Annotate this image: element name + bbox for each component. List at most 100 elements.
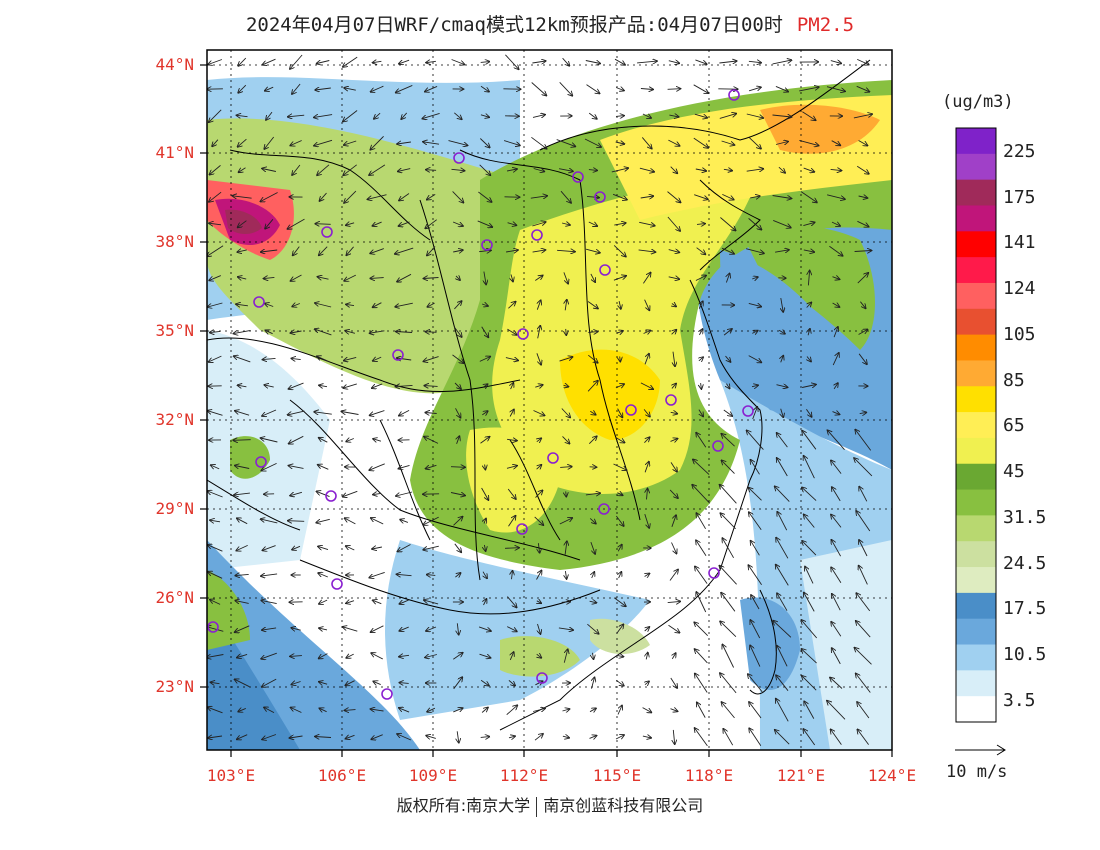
wind-arrow [695,59,706,64]
wind-arrow [801,620,818,639]
wind-arrow [830,678,843,689]
wind-arrow [802,431,817,450]
wind-arrow [482,384,488,388]
wind-arrow [566,328,567,335]
wind-arrow [694,194,708,200]
wind-arrow [639,221,655,225]
wind-arrow [638,250,656,252]
wind-arrow [831,460,842,474]
wind-arrow [830,61,841,64]
wind-arrow [719,61,736,63]
wind-arrow [859,412,867,413]
wind-arrow [751,385,758,386]
wind-arrow [776,565,789,586]
wind-arrow [671,515,676,527]
wind-arrow [374,112,381,119]
credit-right: 南京创蓝科技有限公司 [543,796,704,815]
wind-arrow [319,600,328,604]
wind-arrow [506,466,517,469]
wind-arrow [291,274,302,281]
wind-arrow [210,165,221,174]
wind-arrow [315,88,331,90]
wind-arrow [643,409,650,416]
wind-arrow [699,409,703,417]
wind-arrow [831,140,841,146]
wind-arrow [262,545,276,551]
wind-arrow [238,57,247,66]
colorbar-label: 17.5 [1003,598,1047,619]
wind-arrow [695,169,706,171]
wind-arrow [266,111,273,120]
wind-arrow [692,485,711,504]
wind-arrow [641,137,651,148]
wind-arrow [454,301,461,310]
wind-arrow [453,326,461,337]
wind-arrow [346,735,355,738]
wind-arrow [673,351,675,367]
wind-arrow [723,729,734,746]
wind-arrow [642,113,651,118]
wind-arrow [480,679,489,685]
wind-arrow [538,326,541,339]
wind-arrow [373,357,382,361]
pollutant-label: PM2.5 [796,14,855,36]
wind-arrow [318,546,329,549]
lat-label: 26°N [155,588,194,607]
wind-arrow [586,196,599,197]
wind-arrow [238,277,247,279]
wind-arrow [531,82,547,96]
station-marker [321,226,333,238]
wind-arrow [535,276,542,281]
wind-arrow [207,655,224,658]
colorbar-segment [956,412,996,439]
wind-arrow [532,250,546,252]
wind-arrow [531,136,546,148]
wind-arrow [264,136,275,149]
wind-arrow [479,357,490,362]
wind-arrow [672,304,676,307]
wind-arrow [781,298,783,312]
wind-arrow [426,170,437,171]
wind-arrow [777,512,788,531]
wind-arrow [589,708,596,711]
wind-arrow [532,61,545,63]
wind-arrow [752,407,758,420]
wind-arrow [639,167,654,172]
wind-arrow [237,115,248,116]
wind-arrow [345,710,356,711]
wind-arrow [699,357,703,361]
wind-arrow [479,138,489,148]
wind-arrow [373,302,382,308]
lon-label: 121°E [776,766,826,785]
wind-arrow [749,512,762,531]
colorbar-segment [956,257,996,284]
wind-arrow [291,331,302,333]
wind-arrow [319,246,328,256]
wind-arrow [235,574,249,575]
wind-arrow [613,245,626,256]
wind-vectors [207,54,873,747]
wind-arrow [720,217,735,231]
wind-arrow [346,246,354,255]
wind-arrow [344,140,357,145]
wind-arrow [425,413,437,414]
wind-arrow [778,330,785,334]
wind-arrow [369,164,386,175]
wind-arrow [587,623,598,634]
colorbar-segment [956,567,996,594]
wind-arrow [804,456,815,479]
wind-arrow [590,541,595,554]
wind-arrow [589,736,597,739]
colorbar-segment [956,386,996,413]
wind-arrow [565,571,566,579]
wind-arrow [369,463,385,470]
pollution-field [207,50,892,750]
wind-arrow [261,438,278,443]
wind-arrow [806,408,811,417]
wind-arrow [723,329,732,336]
wind-arrow [832,412,840,415]
wind-arrow [234,329,251,333]
wind-arrow [722,460,735,474]
wind-arrow [508,736,515,738]
wind-arrow [233,440,251,441]
